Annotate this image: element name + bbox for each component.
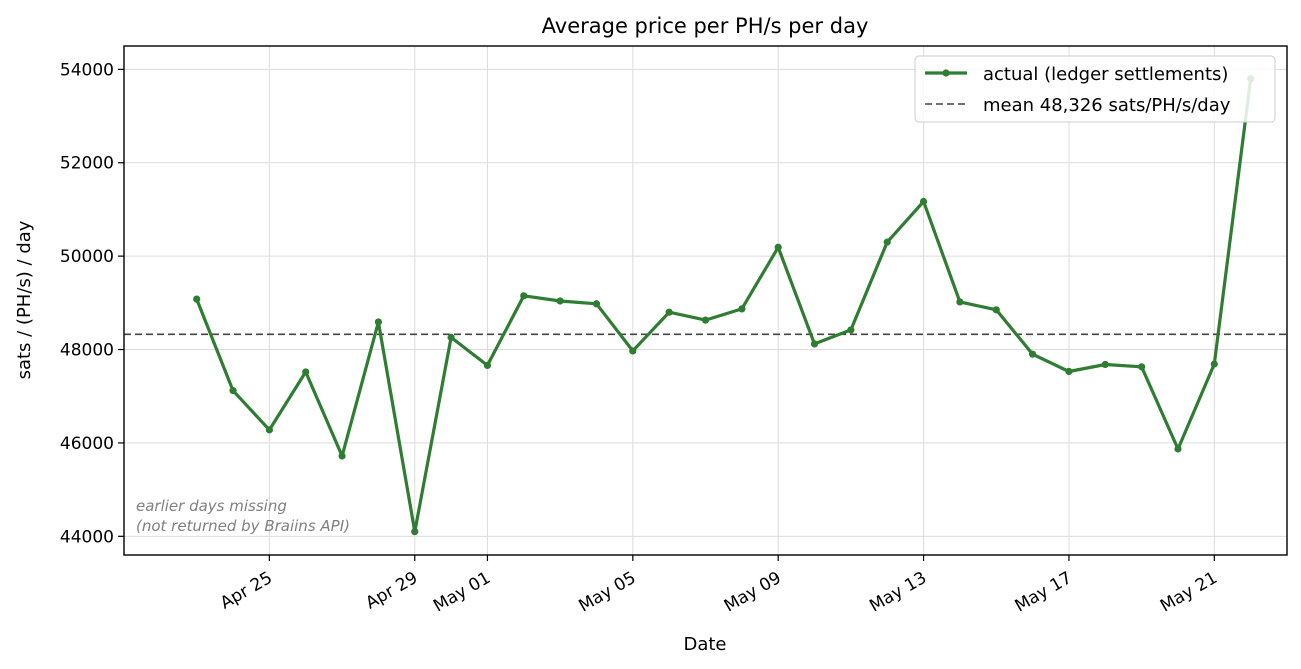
- y-tick-label: 54000: [60, 60, 114, 80]
- y-axis: 44000 46000 48000 50000 52000 54000: [60, 60, 124, 547]
- legend-mean-label: mean 48,326 sats/PH/s/day: [983, 95, 1231, 116]
- legend-series-label: actual (ledger settlements): [983, 64, 1228, 85]
- y-tick-label: 48000: [60, 341, 114, 361]
- y-axis-label: sats / (PH/s) / day: [14, 220, 35, 379]
- series-line-actual: [195, 77, 1253, 534]
- y-tick-label: 52000: [60, 154, 114, 174]
- plot-frame: [123, 45, 1288, 556]
- data-points: [193, 75, 1255, 536]
- x-tick-label: May 17: [1012, 568, 1076, 616]
- data-point: [1028, 350, 1037, 358]
- data-point: [338, 452, 346, 460]
- x-tick-label: May 13: [866, 568, 930, 616]
- data-point: [302, 368, 310, 376]
- data-point: [1065, 367, 1073, 376]
- data-point: [738, 305, 746, 313]
- data-point: [992, 306, 1000, 314]
- x-tick-label: Apr 25: [217, 568, 276, 614]
- data-point: [629, 347, 637, 355]
- x-tick-label: May 09: [721, 568, 785, 616]
- data-point: [919, 197, 928, 206]
- data-point: [520, 292, 528, 300]
- x-axis: Apr 25 Apr 29 May 01 May 05 May 09 May 13 May …: [217, 555, 1221, 616]
- data-point: [592, 300, 601, 308]
- data-point: [1101, 360, 1109, 369]
- chart-title: Average price per PH/s per day: [542, 14, 869, 38]
- legend: actual (ledger settlements) mean 48,326 …: [914, 55, 1276, 123]
- annotation-line-1: earlier days missing: [136, 497, 287, 515]
- x-axis-label: Date: [683, 634, 726, 655]
- data-point: [447, 333, 455, 341]
- annotation-line-2: (not returned by Braiins API): [136, 517, 350, 535]
- y-tick-label: 46000: [60, 434, 114, 454]
- y-tick-label: 44000: [60, 527, 114, 547]
- x-tick-label: May 01: [430, 568, 494, 616]
- data-point: [847, 326, 855, 334]
- data-point: [774, 243, 782, 251]
- data-point: [1174, 445, 1182, 453]
- missing-data-annotation: earlier days missing (not returned by Br…: [136, 497, 350, 535]
- data-point: [883, 238, 891, 246]
- data-point: [810, 340, 819, 348]
- data-point: [556, 297, 564, 305]
- data-point: [665, 308, 673, 316]
- data-point: [483, 361, 492, 370]
- data-point: [193, 295, 201, 303]
- x-tick-label: Apr 29: [362, 568, 421, 614]
- data-point: [229, 387, 237, 395]
- data-point: [1210, 360, 1218, 368]
- data-point: [956, 298, 964, 306]
- data-point: [411, 528, 419, 536]
- legend-series-marker: [942, 69, 950, 77]
- data-point: [701, 316, 710, 324]
- y-tick-label: 50000: [60, 247, 114, 267]
- data-point: [1138, 363, 1146, 371]
- legend-box: [914, 55, 1276, 123]
- x-tick-label: May 05: [575, 568, 639, 616]
- grid-lines: [124, 46, 1287, 555]
- x-tick-label: May 21: [1157, 568, 1221, 616]
- data-point: [374, 318, 383, 326]
- data-point: [265, 426, 273, 434]
